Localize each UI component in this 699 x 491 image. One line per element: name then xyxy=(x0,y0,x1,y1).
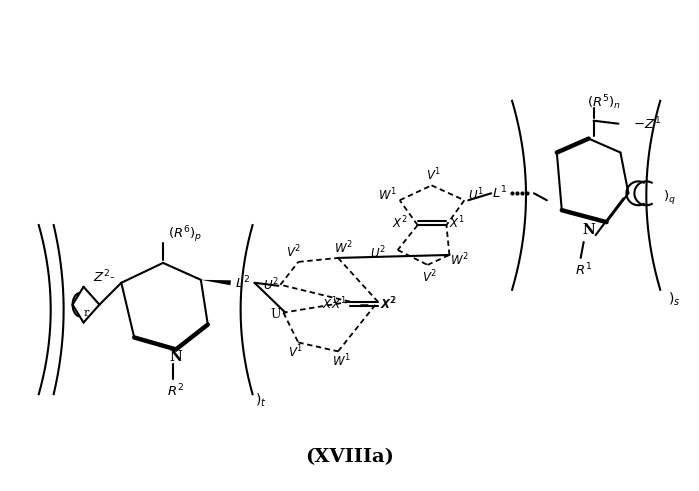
Text: $W^1$: $W^1$ xyxy=(331,353,350,370)
Text: $(R^5)_n$: $(R^5)_n$ xyxy=(586,93,621,112)
Text: $-Z^1$: $-Z^1$ xyxy=(633,115,661,132)
Polygon shape xyxy=(201,280,231,285)
Text: U: U xyxy=(271,308,282,321)
Text: $V^1$: $V^1$ xyxy=(287,344,303,361)
Text: N: N xyxy=(170,351,182,364)
Text: $L^1$: $L^1$ xyxy=(491,185,507,202)
Text: $)_s$: $)_s$ xyxy=(668,291,680,308)
Text: $)_t$: $)_t$ xyxy=(254,391,266,409)
Text: $R^2$: $R^2$ xyxy=(166,383,183,400)
Text: $R^1$: $R^1$ xyxy=(575,262,592,278)
Text: r: r xyxy=(84,308,89,318)
Text: $)_q$: $)_q$ xyxy=(663,189,676,207)
Text: =: = xyxy=(359,297,369,310)
Text: $V^2$: $V^2$ xyxy=(422,269,437,285)
Text: $W^1$: $W^1$ xyxy=(378,187,397,204)
Text: $X^1$: $X^1$ xyxy=(331,296,347,312)
Text: N: N xyxy=(582,223,595,237)
Text: $Z^2$-: $Z^2$- xyxy=(93,269,115,285)
Text: $X^1$: $X^1$ xyxy=(449,215,466,231)
Text: $X^2$: $X^2$ xyxy=(381,296,396,312)
Text: $(R^6)_p$: $(R^6)_p$ xyxy=(168,225,202,246)
Text: $V^2$: $V^2$ xyxy=(286,244,301,260)
Text: $W^2$: $W^2$ xyxy=(333,240,352,256)
Text: $X^1$: $X^1$ xyxy=(322,296,338,312)
Text: $U^2$: $U^2$ xyxy=(370,245,386,261)
Text: $U^2$: $U^2$ xyxy=(263,276,278,293)
Text: $L^2$: $L^2$ xyxy=(235,274,250,291)
Text: $W^2$: $W^2$ xyxy=(450,251,469,268)
Text: $X^2$: $X^2$ xyxy=(380,296,396,312)
Text: $U^1$: $U^1$ xyxy=(468,187,484,204)
Text: $V^1$: $V^1$ xyxy=(426,167,441,184)
Text: $X^2$: $X^2$ xyxy=(392,215,408,231)
Text: =: = xyxy=(426,217,437,230)
Text: (XVIIIa): (XVIIIa) xyxy=(305,448,394,466)
